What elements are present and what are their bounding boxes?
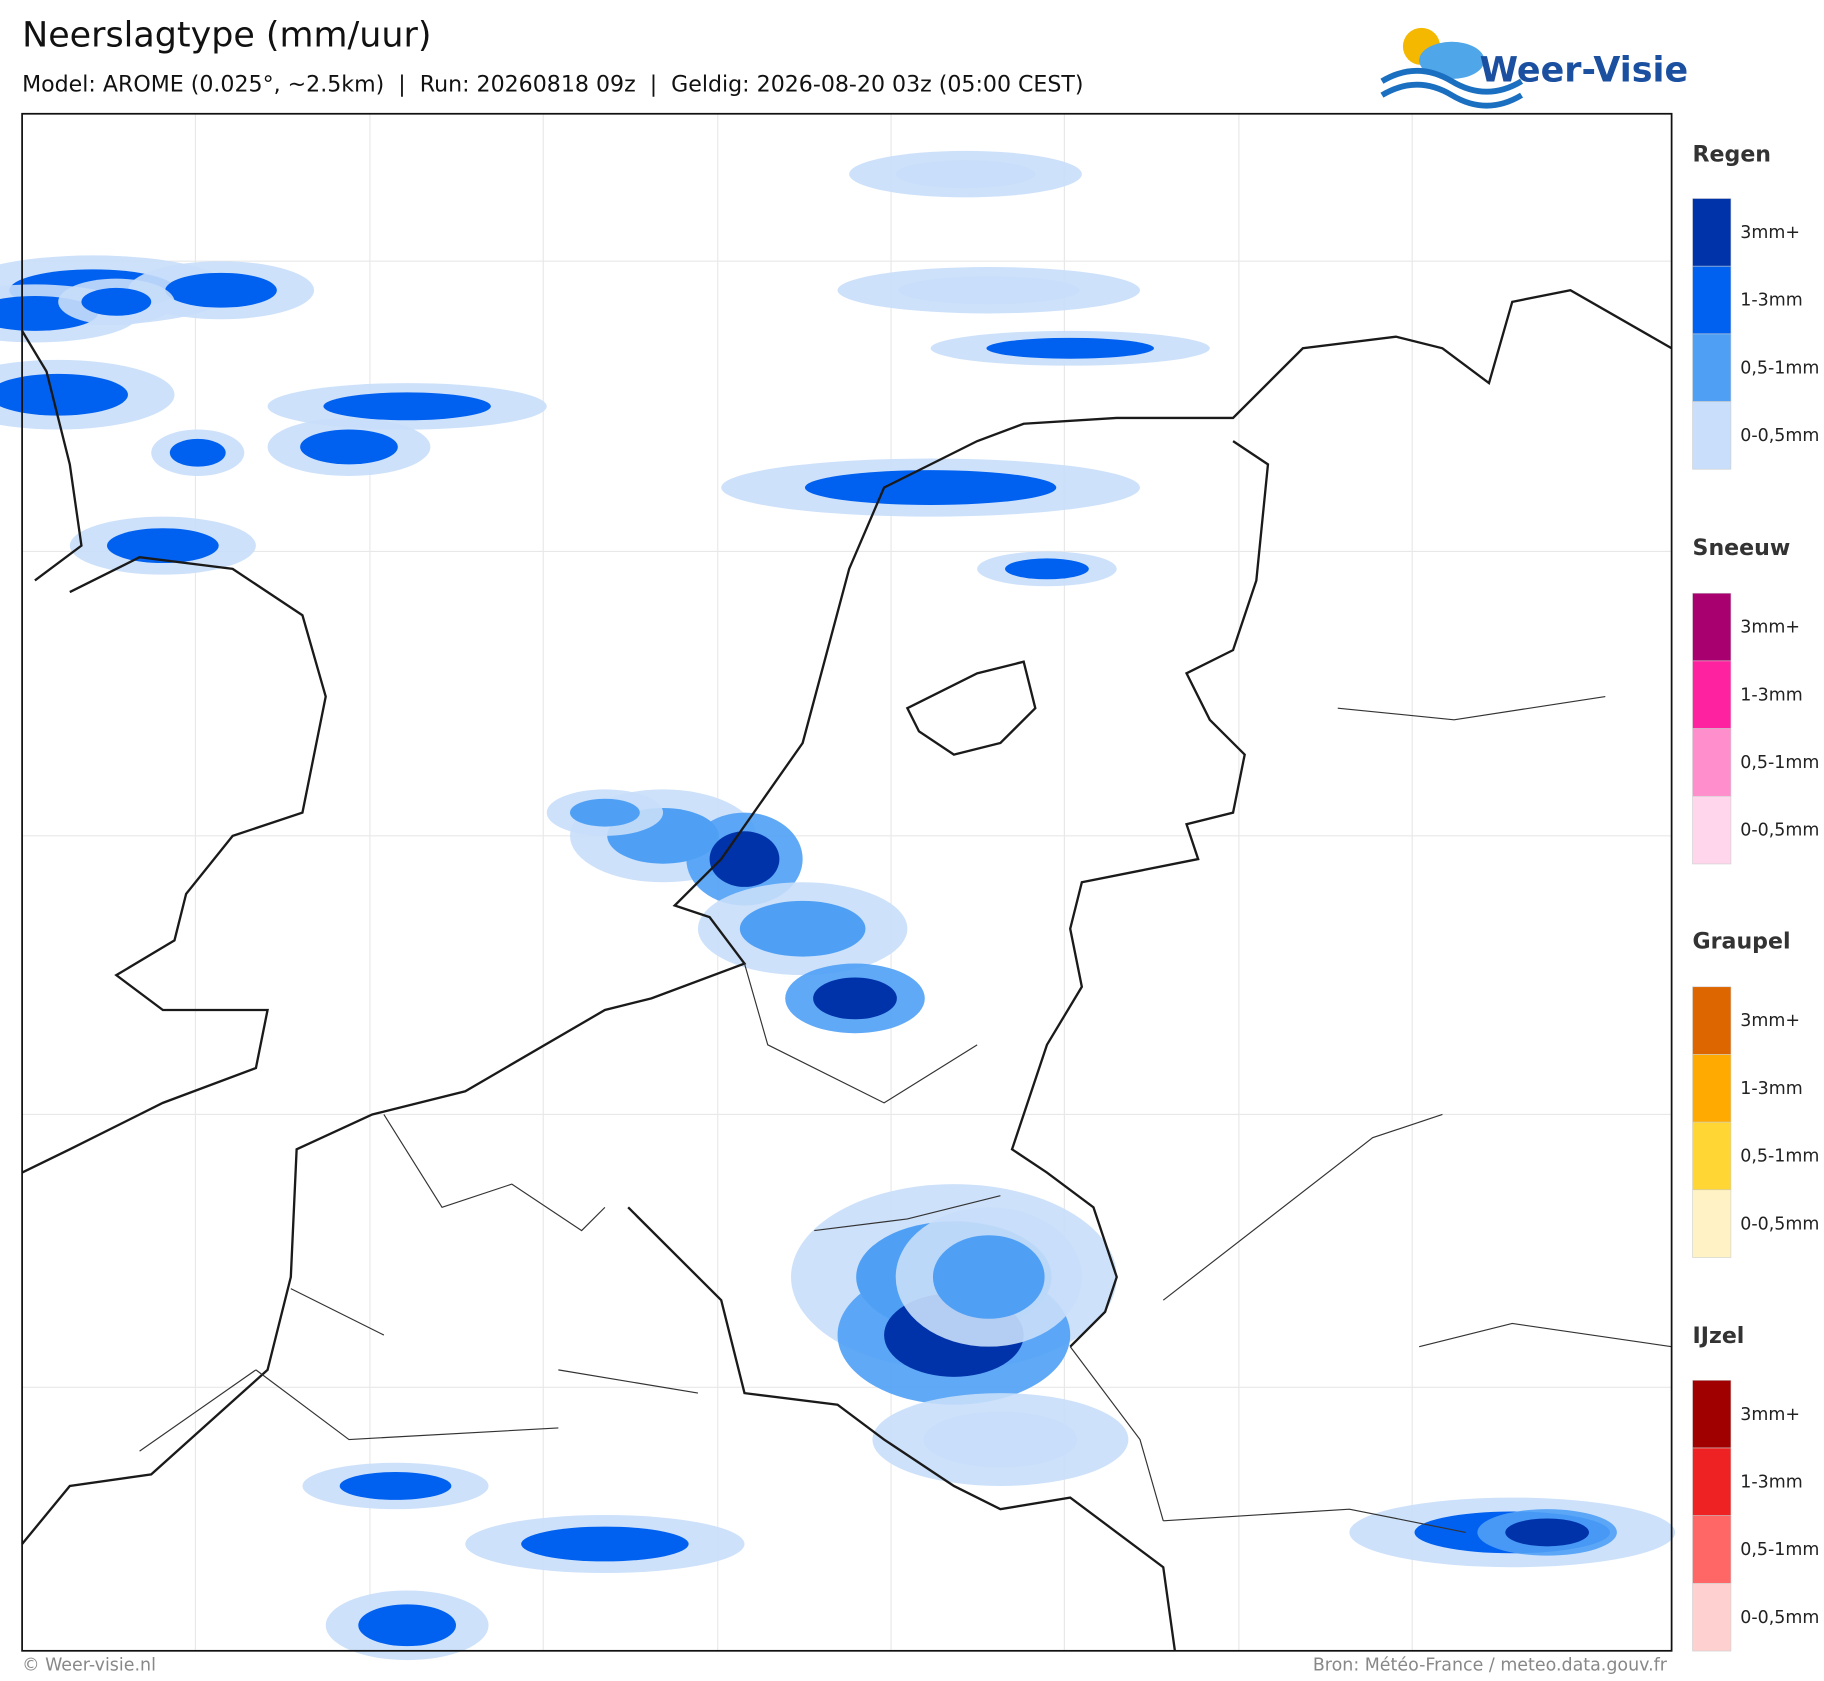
legend-title: IJzel — [1693, 1324, 1745, 1349]
legend-swatch — [1692, 660, 1732, 729]
legend-swatch — [1692, 1583, 1732, 1652]
precip-core — [709, 831, 780, 887]
legend-swatch — [1692, 333, 1732, 402]
precip-core — [165, 272, 277, 308]
legend: Regen 3mm+ 1-3mm 0,5-1mm 0-0,5mm Sneeuw 3mm+ 1-… — [1692, 142, 1819, 1652]
legend-label: 0-0,5mm — [1740, 821, 1819, 841]
legend-label: 1-3mm — [1740, 685, 1802, 705]
legend-swatch — [1692, 1189, 1732, 1258]
precip-core — [81, 287, 152, 316]
precip-core — [358, 1604, 456, 1647]
legend-swatch — [1692, 986, 1732, 1055]
legend-label: 3mm+ — [1740, 618, 1800, 638]
legend-label: 0,5-1mm — [1740, 1540, 1819, 1560]
legend-swatch — [1692, 1121, 1732, 1191]
legend-label: 0,5-1mm — [1740, 1147, 1819, 1167]
legend-title: Graupel — [1693, 929, 1791, 954]
precip-core — [804, 470, 1057, 505]
precip-core — [570, 798, 640, 827]
legend-swatch — [1692, 1447, 1732, 1516]
legend-swatch — [1692, 1054, 1732, 1123]
legend-label: 3mm+ — [1740, 1011, 1800, 1031]
logo: Weer-Visie — [1380, 27, 1688, 109]
footer-right: Bron: Météo-France / meteo.data.gouv.fr — [1313, 1656, 1668, 1676]
precip-core — [923, 1411, 1078, 1468]
precip-core — [813, 977, 897, 1020]
legend-label: 3mm+ — [1740, 1405, 1800, 1425]
precip-core — [986, 337, 1154, 359]
logo-text: Weer-Visie — [1480, 50, 1688, 90]
precip-core — [895, 160, 1036, 189]
title: Neerslagtype (mm/uur) — [22, 15, 431, 55]
precip-core — [107, 528, 219, 564]
legend-label: 0-0,5mm — [1740, 426, 1819, 446]
legend-label: 0-0,5mm — [1740, 1608, 1819, 1628]
precip-core — [1505, 1518, 1590, 1547]
legend-label: 1-3mm — [1740, 1079, 1802, 1099]
legend-label: 1-3mm — [1740, 1472, 1802, 1492]
precip-core — [898, 276, 1080, 305]
legend-label: 3mm+ — [1740, 223, 1800, 243]
precip-core — [339, 1472, 452, 1500]
precip-core — [323, 392, 491, 421]
legend-swatch — [1692, 198, 1732, 267]
legend-title: Sneeuw — [1693, 536, 1791, 561]
precip-core — [300, 429, 398, 465]
legend-swatch — [1692, 795, 1732, 865]
map — [0, 112, 1676, 1661]
legend-swatch — [1692, 265, 1732, 335]
subtitle: Model: AROME (0.025°, ~2.5km) | Run: 202… — [22, 73, 1083, 98]
legend-label: 1-3mm — [1740, 291, 1802, 311]
precip-core — [169, 438, 226, 467]
precip-core — [0, 373, 128, 416]
legend-swatch — [1692, 401, 1732, 470]
precip-core — [932, 1235, 1045, 1319]
footer-left: © Weer-visie.nl — [22, 1656, 156, 1676]
precip-core — [1005, 558, 1089, 580]
legend-label: 0,5-1mm — [1740, 753, 1819, 773]
legend-swatch — [1692, 1515, 1732, 1584]
precip-core — [739, 900, 866, 957]
legend-label: 0,5-1mm — [1740, 358, 1819, 378]
legend-label: 0-0,5mm — [1740, 1214, 1819, 1234]
legend-swatch — [1692, 728, 1732, 797]
legend-swatch — [1692, 592, 1732, 662]
legend-title: Regen — [1693, 142, 1772, 167]
legend-swatch — [1692, 1380, 1732, 1449]
precip-core — [521, 1526, 689, 1562]
